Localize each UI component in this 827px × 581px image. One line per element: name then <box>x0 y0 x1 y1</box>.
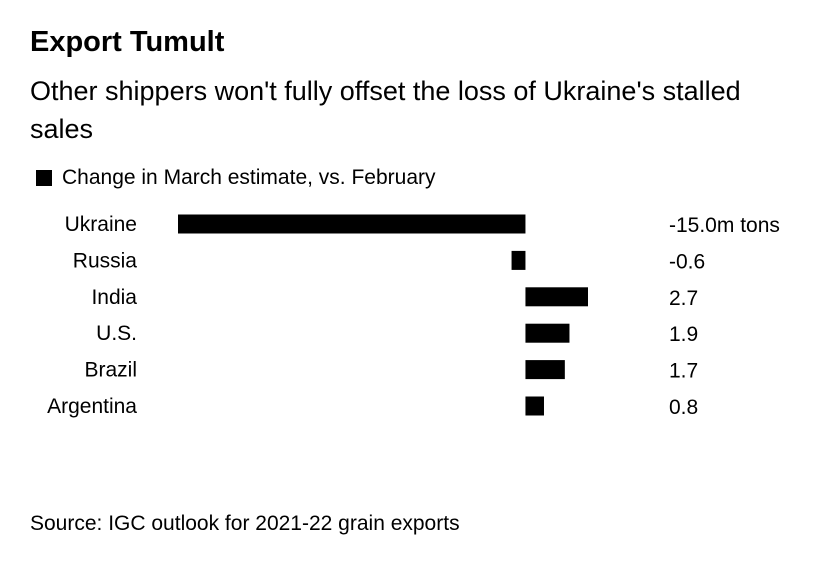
value-label: -15.0m tons <box>669 214 780 237</box>
category-label: India <box>91 286 137 309</box>
category-label: Brazil <box>84 359 137 382</box>
category-label: U.S. <box>96 322 137 345</box>
legend: Change in March estimate, vs. February <box>36 165 436 191</box>
value-label: -0.6 <box>669 250 705 273</box>
value-label: 1.7 <box>669 360 698 383</box>
category-label: Russia <box>73 249 138 272</box>
bar <box>525 396 544 416</box>
legend-swatch <box>36 170 52 186</box>
bar <box>525 323 570 343</box>
source-note: Source: IGC outlook for 2021-22 grain ex… <box>30 512 460 535</box>
value-label: 0.8 <box>669 396 698 419</box>
chart-title: Export Tumult <box>30 26 225 58</box>
bar <box>178 214 526 234</box>
chart-subtitle: Other shippers won't fully offset the lo… <box>30 76 741 144</box>
legend-label: Change in March estimate, vs. February <box>62 166 436 189</box>
bar <box>525 287 588 307</box>
value-label: 2.7 <box>669 287 698 310</box>
bar <box>525 360 565 380</box>
category-label: Argentina <box>47 395 137 418</box>
bar <box>511 250 526 270</box>
value-label: 1.9 <box>669 323 698 346</box>
category-label: Ukraine <box>65 213 137 236</box>
bar-chart: Ukraine -15.0m tons Russia -0.6 India 2.7 U.S.… <box>47 213 780 419</box>
